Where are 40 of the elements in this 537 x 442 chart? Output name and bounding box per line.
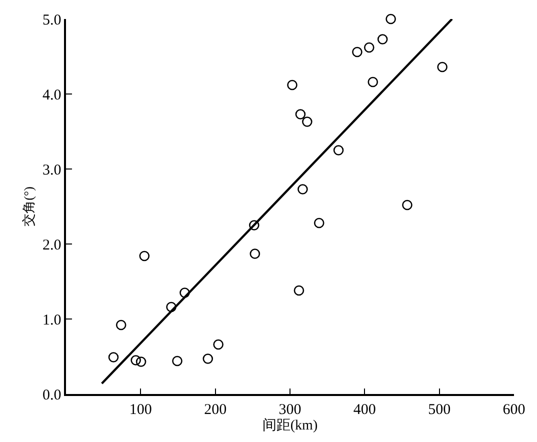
x-tick-label: 300 (278, 402, 302, 418)
y-axis-title: 交角(°) (20, 186, 36, 226)
x-tick-label: 100 (129, 402, 152, 418)
x-tick-label: 400 (353, 402, 376, 418)
point (116, 320, 126, 330)
y-tick-label: 2.0 (42, 237, 62, 254)
x-tick-label: 600 (502, 402, 526, 418)
x-tick-label: 500 (428, 402, 451, 418)
point (402, 200, 412, 210)
point (130, 355, 141, 366)
y-tick-label: 4.0 (42, 87, 62, 104)
point (108, 352, 119, 362)
point (437, 62, 448, 72)
point (294, 285, 304, 296)
y-tick-label: 5.0 (42, 12, 62, 28)
y-tick-label: 1.0 (42, 312, 62, 328)
point (172, 356, 182, 366)
point (364, 42, 374, 53)
point (314, 218, 324, 228)
x-tick-label: 200 (204, 402, 227, 418)
point (298, 184, 308, 194)
point (202, 354, 214, 364)
point (368, 76, 378, 88)
x-axis-title: 间距(km) (262, 418, 318, 434)
point (250, 248, 260, 259)
point (249, 220, 260, 230)
y-tick-label: 3.0 (42, 162, 62, 178)
y-tick-label: 0.0 (42, 387, 62, 404)
point (139, 250, 150, 262)
point (333, 145, 344, 156)
point (180, 288, 190, 298)
point (213, 339, 224, 350)
point (287, 80, 298, 90)
point (166, 302, 176, 312)
point (377, 34, 388, 44)
point (136, 356, 146, 367)
point (386, 14, 396, 24)
point (302, 116, 312, 127)
point (295, 109, 306, 120)
point (352, 46, 362, 58)
